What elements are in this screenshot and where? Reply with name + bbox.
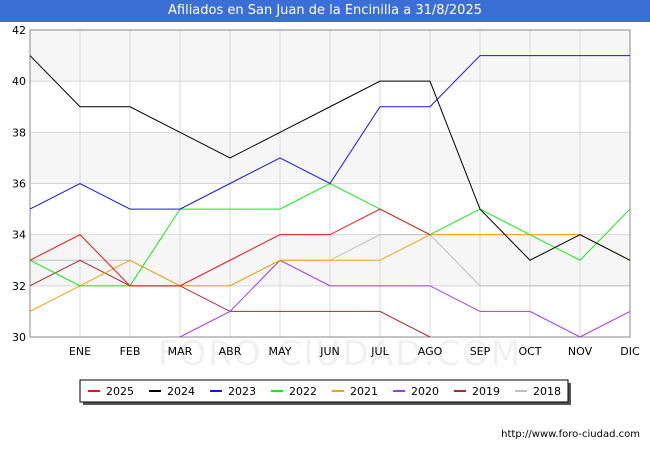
legend-label-2025: 2025 xyxy=(106,385,134,398)
y-tick-label: 38 xyxy=(12,126,26,139)
x-tick-label: MAR xyxy=(168,345,193,358)
legend-label-2019: 2019 xyxy=(472,385,500,398)
legend-label-2022: 2022 xyxy=(289,385,317,398)
legend-label-2021: 2021 xyxy=(350,385,378,398)
x-tick-label: AGO xyxy=(418,345,443,358)
x-tick-label: ABR xyxy=(219,345,242,358)
series-line-2020 xyxy=(178,259,630,337)
y-tick-label: 32 xyxy=(12,280,26,293)
legend-label-2018: 2018 xyxy=(533,385,561,398)
legend-box xyxy=(79,379,569,403)
y-tick-label: 30 xyxy=(12,331,26,344)
series-line-2023 xyxy=(30,55,630,210)
legend-label-2024: 2024 xyxy=(167,385,195,398)
y-tick-label: 40 xyxy=(12,75,26,88)
watermark: FORO-CIUDAD.COM xyxy=(158,334,522,374)
footer-url[interactable]: http://www.foro-ciudad.com xyxy=(501,429,640,440)
legend-label-2020: 2020 xyxy=(411,385,439,398)
x-tick-label: JUL xyxy=(370,345,389,358)
series-line-2025 xyxy=(30,208,431,287)
x-tick-label: JUN xyxy=(319,345,340,358)
plot-border xyxy=(29,29,631,338)
x-tick-label: ENE xyxy=(69,345,91,358)
x-tick-label: FEB xyxy=(120,345,141,358)
y-tick-label: 42 xyxy=(12,24,26,37)
x-tick-label: DIC xyxy=(620,345,640,358)
x-tick-label: NOV xyxy=(568,345,593,358)
chart-title: Afiliados en San Juan de la Encinilla a … xyxy=(0,0,650,22)
y-tick-label: 34 xyxy=(12,229,26,242)
x-tick-label: OCT xyxy=(518,345,541,358)
x-tick-label: SEP xyxy=(470,345,491,358)
series-line-2024 xyxy=(30,55,630,261)
legend-label-2023: 2023 xyxy=(228,385,256,398)
x-tick-label: MAY xyxy=(269,345,292,358)
y-tick-label: 36 xyxy=(12,178,26,191)
